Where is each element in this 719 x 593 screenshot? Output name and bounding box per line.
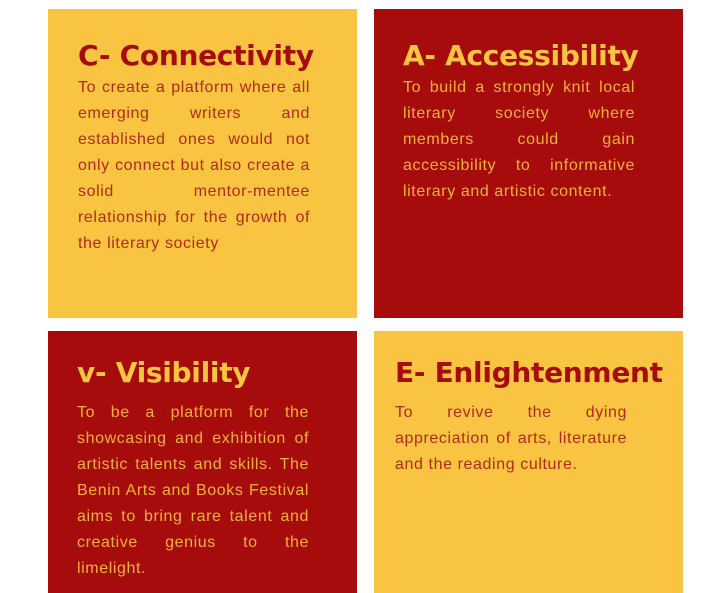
connectivity-title: C- Connectivity: [78, 39, 314, 72]
accessibility-card: A- Accessibility To build a strongly kni…: [374, 9, 683, 318]
enlightenment-description: To revive the dying appreciation of arts…: [395, 404, 627, 473]
accessibility-title: A- Accessibility: [403, 39, 639, 72]
visibility-title: v- Visibility: [77, 356, 251, 389]
enlightenment-title: E- Enlightenment: [395, 356, 663, 389]
enlightenment-card: E- Enlightenment To revive the dying app…: [374, 331, 683, 593]
accessibility-description: To build a strongly knit local literary …: [403, 79, 635, 200]
connectivity-description: To create a platform where all emerging …: [78, 79, 310, 252]
visibility-description: To be a platform for the showcasing and …: [77, 404, 309, 577]
visibility-card: v- Visibility To be a platform for the s…: [48, 331, 357, 593]
connectivity-card: C- Connectivity To create a platform whe…: [48, 9, 357, 318]
